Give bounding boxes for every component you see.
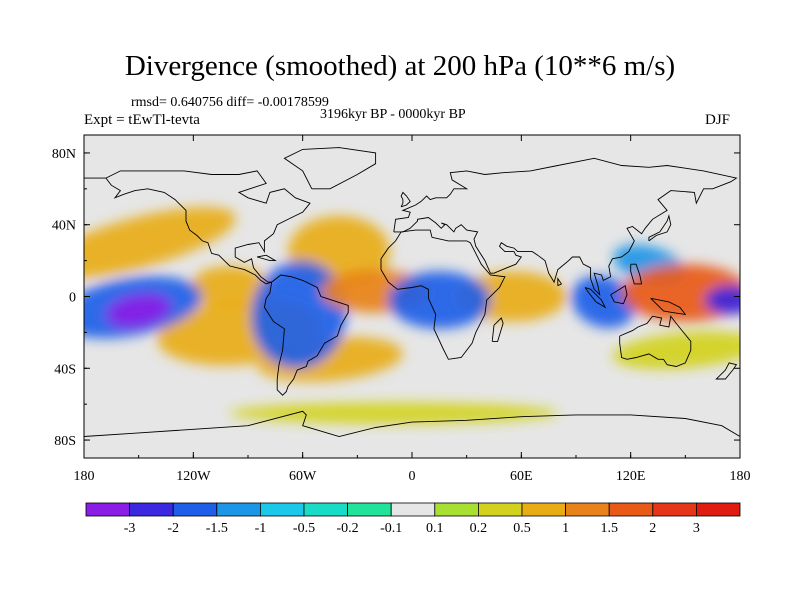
- x-axis: 180 120W 60W 0 60E 120E 180: [74, 135, 751, 484]
- x-tick-label: 0: [409, 469, 416, 484]
- colorbar-label: 1.5: [600, 521, 618, 536]
- x-tick-label: 120W: [176, 469, 211, 484]
- y-tick-label: 40N: [52, 219, 76, 234]
- colorbar-swatch: [129, 502, 174, 517]
- coastline: [380, 229, 506, 360]
- x-tick-label: 60W: [289, 469, 317, 484]
- colorbar-swatch: [652, 502, 697, 517]
- colorbar-swatch: [608, 502, 654, 517]
- colorbar-label: -3: [124, 521, 136, 536]
- field-anomaly: [229, 402, 558, 424]
- colorbar-label: -1: [255, 521, 267, 536]
- x-tick-label: 120E: [616, 469, 646, 484]
- field-anomaly: [705, 285, 740, 315]
- field-anomaly: [612, 331, 740, 370]
- field-anomaly: [189, 265, 270, 310]
- x-tick-label: 180: [730, 469, 751, 484]
- x-tick-label: 180: [74, 469, 95, 484]
- coastline: [619, 315, 692, 367]
- coastline: [400, 191, 411, 208]
- x-tick-label: 60E: [510, 469, 533, 484]
- colorbar-swatch: [696, 502, 741, 517]
- period-label: 3196kyr BP - 0000kyr BP: [320, 107, 466, 122]
- chart-title: Divergence (smoothed) at 200 hPa (10**6 …: [124, 50, 676, 82]
- field-anomaly: [571, 275, 636, 329]
- field-anomaly: [388, 271, 491, 329]
- coastline: [263, 274, 349, 396]
- colorbar-swatch: [347, 502, 392, 517]
- experiment-label: Expt = tEwTl-tevta: [84, 112, 200, 128]
- colorbar-label: 2: [649, 521, 656, 536]
- colorbar-label: 0.1: [426, 521, 444, 536]
- y-tick-label: 0: [69, 291, 76, 306]
- colorbar-label: 1: [562, 521, 569, 536]
- season-label: DJF: [705, 112, 731, 128]
- colorbar-swatch: [85, 502, 130, 517]
- coastline: [630, 263, 643, 285]
- colorbar-label: -1.5: [206, 521, 228, 536]
- coastline: [648, 214, 672, 242]
- colorbar-swatch: [390, 502, 436, 517]
- colorbar-swatch: [565, 502, 610, 517]
- coastline: [650, 297, 687, 315]
- colorbar-label: 0.5: [513, 521, 531, 536]
- y-tick-label: 80S: [54, 434, 76, 449]
- coastline: [610, 284, 628, 305]
- coastline: [256, 254, 277, 262]
- y-axis: 80N 40N 0 40S 80S: [52, 147, 740, 449]
- colorbar-swatch: [216, 502, 261, 517]
- coastline: [283, 147, 377, 190]
- colorbar-label: 0.2: [470, 521, 488, 536]
- coastline: [584, 287, 607, 309]
- colorbar-label: -2: [167, 521, 179, 536]
- colorbar-label: -0.5: [293, 521, 315, 536]
- colorbar-swatch: [303, 502, 348, 517]
- coastline: [715, 362, 738, 380]
- coastline: [84, 410, 740, 437]
- coastline: [491, 317, 504, 342]
- colorbar-swatch: [521, 502, 566, 517]
- colorbar-swatch: [172, 502, 218, 517]
- colorbar-label: 3: [693, 521, 700, 536]
- coastline: [393, 157, 738, 297]
- coastline: [105, 170, 311, 285]
- colorbar-swatch: [477, 502, 523, 517]
- coastline: [557, 277, 563, 287]
- colorbar-swatch: [434, 502, 479, 517]
- y-tick-label: 40S: [54, 362, 76, 377]
- colorbar: -3 -2 -1.5 -1 -0.5 -0.2 -0.1 0.1 0.2 0.5 1 1.5 2 3: [85, 502, 741, 536]
- colorbar-label: -0.1: [380, 521, 402, 536]
- colorbar-swatch: [259, 502, 305, 517]
- y-tick-label: 80N: [52, 147, 76, 162]
- coastlines: [84, 147, 740, 437]
- field-anomaly: [106, 293, 172, 328]
- colorbar-label: -0.2: [337, 521, 359, 536]
- rmsd-diff-stats: rmsd= 0.640756 diff= -0.00178599: [131, 95, 329, 110]
